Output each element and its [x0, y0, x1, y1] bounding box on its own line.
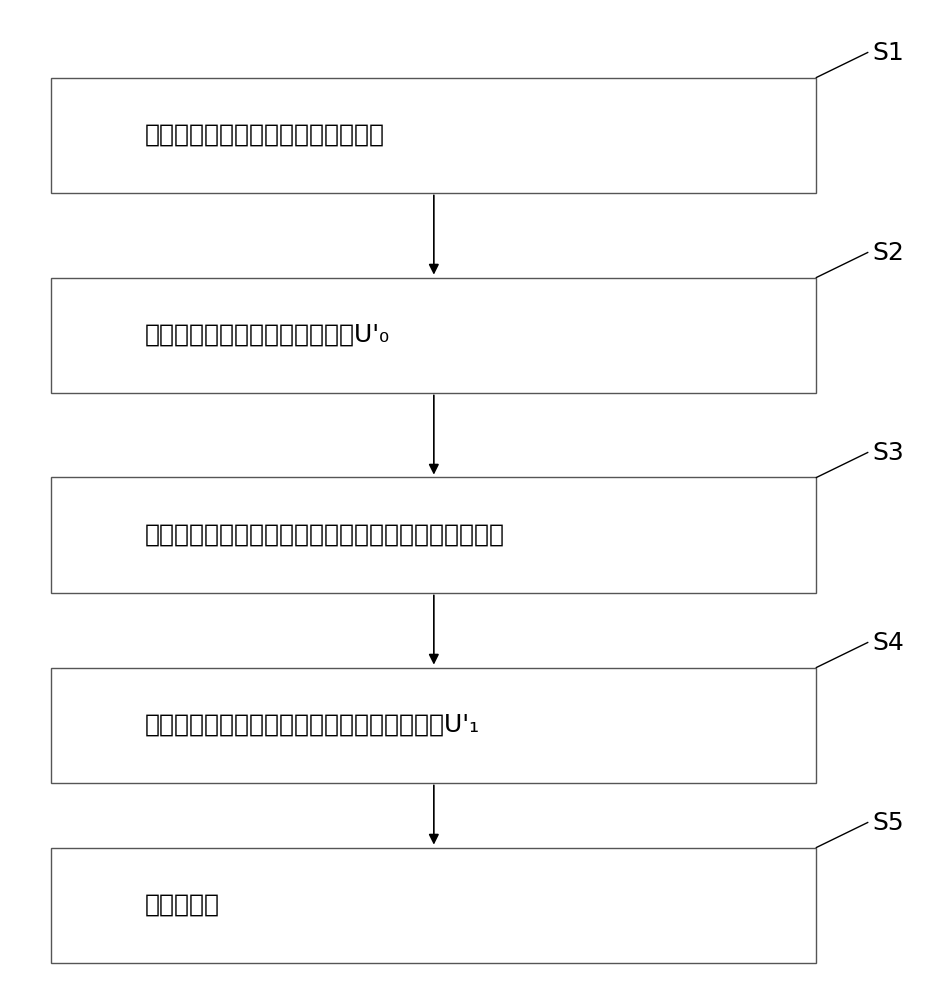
Text: 计算内阻值: 计算内阻值: [145, 893, 219, 917]
Text: S3: S3: [872, 441, 904, 465]
Bar: [51, 277, 816, 392]
Text: 获取最后一次充电后的离线动力电池的电压值U'₁: 获取最后一次充电后的离线动力电池的电压值U'₁: [145, 713, 480, 737]
Text: 获取离线动力电池当前的电压值U'₀: 获取离线动力电池当前的电压值U'₀: [145, 323, 390, 347]
Bar: [51, 477, 816, 592]
Text: 使离线动力电池的温度达到预设温度: 使离线动力电池的温度达到预设温度: [145, 123, 384, 147]
Text: S1: S1: [872, 41, 904, 66]
Text: S5: S5: [872, 812, 904, 836]
Text: S4: S4: [872, 632, 904, 656]
Bar: [51, 78, 816, 192]
Text: S2: S2: [872, 241, 904, 265]
Bar: [51, 668, 816, 782]
Bar: [51, 848, 816, 962]
Text: 依次根据不同的充电参数对离线动力电池进行多次充电: 依次根据不同的充电参数对离线动力电池进行多次充电: [145, 523, 505, 547]
